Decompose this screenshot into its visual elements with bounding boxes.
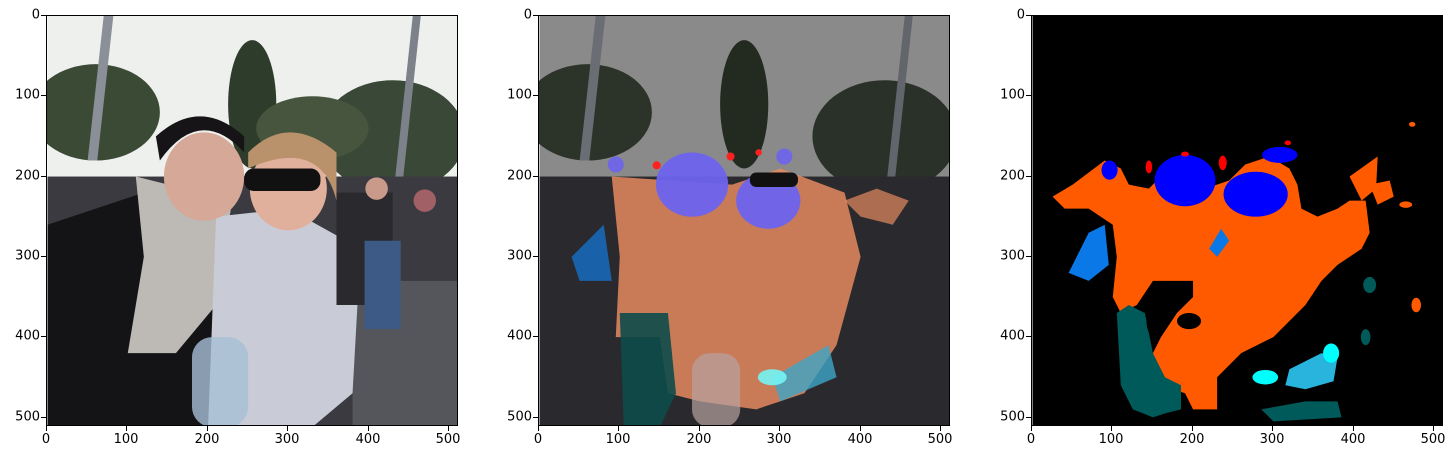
x-tick-label: 100 bbox=[605, 432, 631, 447]
y-tick-label: 0 bbox=[1016, 7, 1025, 23]
y-tick-label: 100 bbox=[507, 87, 532, 103]
y-tick-label: 500 bbox=[507, 409, 532, 425]
x-tick-label: 200 bbox=[194, 432, 220, 447]
x-tick bbox=[618, 426, 619, 431]
y-tick bbox=[533, 336, 538, 337]
y-tick-label: 200 bbox=[507, 168, 532, 184]
original-photo-panel: 0 100 200 300 400 500 0 100 200 300 400 … bbox=[15, 9, 460, 447]
mask-frame bbox=[1031, 15, 1443, 426]
x-tick bbox=[368, 426, 369, 431]
y-tick bbox=[41, 417, 46, 418]
original-photo-frame bbox=[46, 15, 458, 426]
x-tick bbox=[1031, 426, 1032, 431]
original-photo-image bbox=[47, 16, 457, 425]
y-tick bbox=[41, 95, 46, 96]
y-tick-label: 400 bbox=[507, 328, 532, 344]
x-tick-label: 400 bbox=[355, 432, 381, 447]
y-tick bbox=[533, 15, 538, 16]
y-tick-label: 500 bbox=[1000, 409, 1025, 425]
x-tick bbox=[1111, 426, 1112, 431]
x-tick-label: 0 bbox=[533, 432, 543, 447]
x-tick bbox=[448, 426, 449, 431]
y-tick bbox=[1026, 95, 1031, 96]
y-tick bbox=[1026, 15, 1031, 16]
x-tick bbox=[860, 426, 861, 431]
y-tick bbox=[1026, 417, 1031, 418]
y-tick-label: 300 bbox=[15, 248, 40, 264]
x-tick-label: 200 bbox=[686, 432, 712, 447]
y-tick-label: 400 bbox=[15, 328, 40, 344]
y-tick bbox=[1026, 336, 1031, 337]
overlay-image bbox=[539, 16, 949, 425]
x-tick bbox=[287, 426, 288, 431]
x-tick-label: 300 bbox=[274, 432, 300, 447]
y-tick-label: 300 bbox=[1000, 248, 1025, 264]
y-tick bbox=[41, 176, 46, 177]
x-tick bbox=[538, 426, 539, 431]
y-tick-label: 200 bbox=[1000, 168, 1025, 184]
y-tick-label: 400 bbox=[1000, 328, 1025, 344]
x-tick bbox=[1433, 426, 1434, 431]
x-tick-label: 100 bbox=[1098, 432, 1124, 447]
mask-image bbox=[1032, 16, 1442, 425]
x-tick bbox=[1353, 426, 1354, 431]
y-tick bbox=[1026, 256, 1031, 257]
y-tick-label: 100 bbox=[1000, 87, 1025, 103]
y-tick bbox=[533, 256, 538, 257]
mask-panel: 0 100 200 300 400 500 0 100 200 300 400 … bbox=[1000, 9, 1445, 447]
overlay-panel: 0 100 200 300 400 500 0 100 200 300 400 … bbox=[507, 9, 952, 447]
y-tick bbox=[533, 417, 538, 418]
y-tick-label: 100 bbox=[15, 87, 40, 103]
x-tick-label: 200 bbox=[1179, 432, 1205, 447]
y-tick-label: 500 bbox=[15, 409, 40, 425]
x-tick-label: 500 bbox=[1420, 432, 1446, 447]
x-tick bbox=[779, 426, 780, 431]
x-tick-label: 500 bbox=[435, 432, 461, 447]
x-tick-label: 500 bbox=[927, 432, 953, 447]
x-tick bbox=[46, 426, 47, 431]
x-tick bbox=[207, 426, 208, 431]
x-tick bbox=[1192, 426, 1193, 431]
y-tick-label: 300 bbox=[507, 248, 532, 264]
y-tick bbox=[1026, 176, 1031, 177]
x-tick bbox=[1272, 426, 1273, 431]
x-tick bbox=[940, 426, 941, 431]
x-tick-label: 0 bbox=[1026, 432, 1036, 447]
y-tick bbox=[41, 15, 46, 16]
x-tick-label: 300 bbox=[766, 432, 792, 447]
y-tick-label: 200 bbox=[15, 168, 40, 184]
x-tick-label: 100 bbox=[113, 432, 139, 447]
x-tick bbox=[699, 426, 700, 431]
y-tick-label: 0 bbox=[523, 7, 532, 23]
y-tick bbox=[533, 95, 538, 96]
y-tick bbox=[41, 336, 46, 337]
y-tick bbox=[41, 256, 46, 257]
x-tick bbox=[126, 426, 127, 431]
x-tick-label: 300 bbox=[1259, 432, 1285, 447]
overlay-frame bbox=[538, 15, 950, 426]
x-tick-label: 400 bbox=[847, 432, 873, 447]
x-tick-label: 400 bbox=[1340, 432, 1366, 447]
y-tick-label: 0 bbox=[31, 7, 40, 23]
x-tick-label: 0 bbox=[41, 432, 51, 447]
y-tick bbox=[533, 176, 538, 177]
